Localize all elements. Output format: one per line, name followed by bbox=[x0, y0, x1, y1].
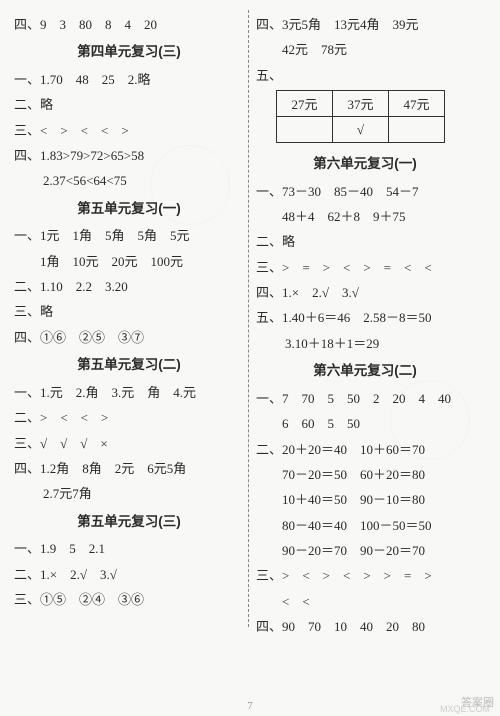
text-line: 三、> = > < > = < < bbox=[256, 255, 474, 280]
table-row: √ bbox=[277, 117, 445, 143]
text-line: 80－40＝40 100－50＝50 bbox=[256, 513, 474, 538]
text-line: 1角 10元 20元 100元 bbox=[14, 249, 244, 274]
table-cell: 37元 bbox=[333, 91, 389, 117]
text-line: 四、3元5角 13元4角 39元 bbox=[256, 12, 474, 37]
text-line: 二、1.10 2.2 3.20 bbox=[14, 274, 244, 299]
text-line: 五、1.40＋6＝46 2.58－8＝50 bbox=[256, 305, 474, 330]
right-column: 四、3元5角 13元4角 39元 42元 78元 五、 27元 37元 47元 … bbox=[244, 12, 474, 639]
section-heading: 第六单元复习(一) bbox=[256, 149, 474, 179]
section-heading: 第五单元复习(二) bbox=[14, 350, 244, 380]
text-line: 一、1.9 5 2.1 bbox=[14, 536, 244, 561]
text-line: 二、略 bbox=[14, 92, 244, 117]
section-heading: 第五单元复习(三) bbox=[14, 507, 244, 537]
text-line: 四、9 3 80 8 4 20 bbox=[14, 12, 244, 37]
text-line: 一、1.70 48 25 2.略 bbox=[14, 67, 244, 92]
text-line: 一、1元 1角 5角 5角 5元 bbox=[14, 223, 244, 248]
text-line: 三、< > < < > bbox=[14, 118, 244, 143]
text-line: 二、略 bbox=[256, 229, 474, 254]
text-line: 48＋4 62＋8 9＋75 bbox=[256, 204, 474, 229]
text-line: 二、1.× 2.√ 3.√ bbox=[14, 562, 244, 587]
text-line: 三、> < > < > > = > bbox=[256, 563, 474, 588]
page-number: 7 bbox=[247, 700, 253, 712]
table-cell bbox=[389, 117, 445, 143]
table-cell: √ bbox=[333, 117, 389, 143]
text-line: 2.37<56<64<75 bbox=[14, 168, 244, 193]
text-line: 三、√ √ √ × bbox=[14, 431, 244, 456]
text-line: 三、略 bbox=[14, 299, 244, 324]
item-number: 五、 bbox=[256, 63, 276, 88]
text-line: 一、1.元 2.角 3.元 角 4.元 bbox=[14, 380, 244, 405]
answer-table: 27元 37元 47元 √ bbox=[276, 90, 445, 143]
table-cell: 27元 bbox=[277, 91, 333, 117]
text-line: 一、73－30 85－40 54－7 bbox=[256, 179, 474, 204]
text-line: 6 60 5 50 bbox=[256, 411, 474, 436]
text-line: 2.7元7角 bbox=[14, 481, 244, 506]
text-line: 10＋40＝50 90－10＝80 bbox=[256, 487, 474, 512]
text-line: 四、1.× 2.√ 3.√ bbox=[256, 280, 474, 305]
text-line: 四、1.2角 8角 2元 6元5角 bbox=[14, 456, 244, 481]
left-column: 四、9 3 80 8 4 20 第四单元复习(三) 一、1.70 48 25 2… bbox=[14, 12, 244, 639]
section-heading: 第五单元复习(一) bbox=[14, 194, 244, 224]
text-line: 3.10＋18＋1＝29 bbox=[256, 331, 474, 356]
section-heading: 第四单元复习(三) bbox=[14, 37, 244, 67]
table-cell bbox=[277, 117, 333, 143]
text-line: 一、7 70 5 50 2 20 4 40 bbox=[256, 386, 474, 411]
text-line: 三、①⑤ ②④ ③⑥ bbox=[14, 587, 244, 612]
text-line: 二、> < < > bbox=[14, 405, 244, 430]
text-line: 四、90 70 10 40 20 80 bbox=[256, 614, 474, 639]
text-line: 四、①⑥ ②⑤ ③⑦ bbox=[14, 325, 244, 350]
text-line: 70－20＝50 60＋20＝80 bbox=[256, 462, 474, 487]
table-cell: 47元 bbox=[389, 91, 445, 117]
text-line: < < bbox=[256, 589, 474, 614]
text-line: 42元 78元 bbox=[256, 37, 474, 62]
text-line: 二、20＋20＝40 10＋60＝70 bbox=[256, 437, 474, 462]
table-row: 27元 37元 47元 bbox=[277, 91, 445, 117]
section-heading: 第六单元复习(二) bbox=[256, 356, 474, 386]
text-line: 90－20＝70 90－20＝70 bbox=[256, 538, 474, 563]
text-line: 四、1.83>79>72>65>58 bbox=[14, 143, 244, 168]
watermark-url: MXQE.COM bbox=[440, 704, 490, 714]
